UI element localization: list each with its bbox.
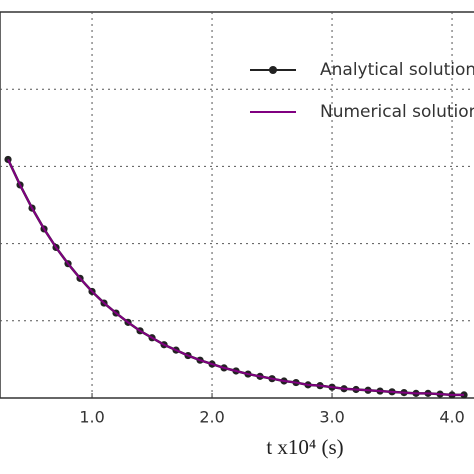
x-tick-label: 4.0 [439,408,464,427]
series-line [7,159,465,396]
series-line [6,158,465,397]
legend-label: Analytical solution [320,60,474,80]
x-tick-label: 3.0 [319,408,344,427]
legend-label: Numerical solution [320,102,474,122]
plot-frame [0,11,474,399]
legend-marker [269,66,277,74]
x-tick-label: 1.0 [79,408,104,427]
x-axis-label: t x10⁴ (s) [266,435,343,459]
x-tick-label: 2.0 [199,408,224,427]
